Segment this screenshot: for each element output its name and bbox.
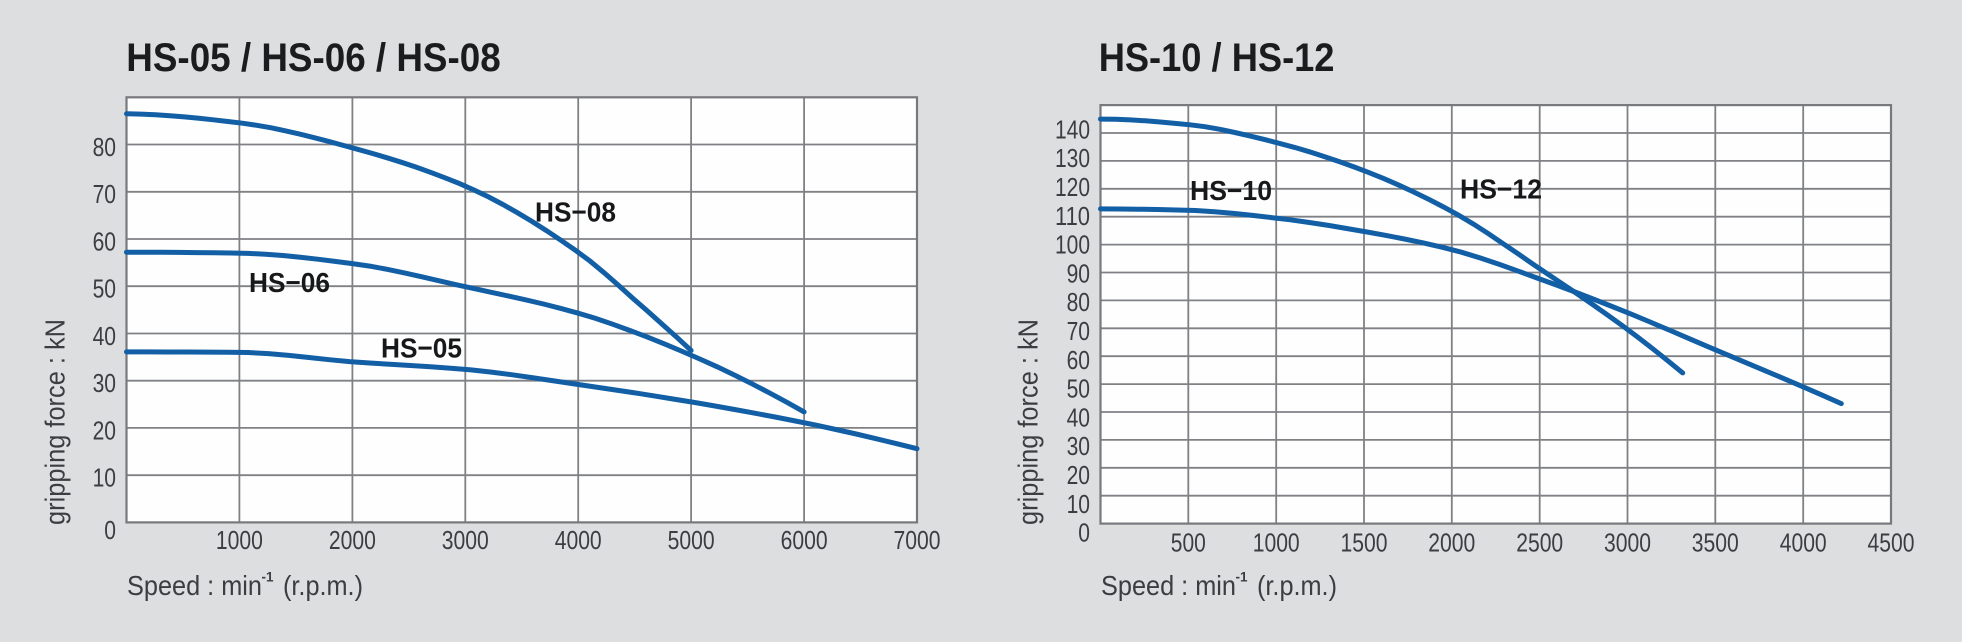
svg-text:30: 30 bbox=[1067, 431, 1090, 461]
svg-text:Speed : min: Speed : min bbox=[1101, 570, 1236, 601]
svg-text:0: 0 bbox=[1078, 518, 1090, 548]
svg-text:3000: 3000 bbox=[442, 525, 489, 555]
svg-text:40: 40 bbox=[93, 321, 116, 351]
svg-text:HS−10: HS−10 bbox=[1190, 175, 1272, 206]
svg-text:70: 70 bbox=[1067, 316, 1090, 346]
svg-text:10: 10 bbox=[1067, 489, 1090, 519]
svg-text:4000: 4000 bbox=[555, 525, 602, 555]
svg-text:2000: 2000 bbox=[1428, 528, 1475, 558]
svg-text:-1: -1 bbox=[1236, 569, 1248, 585]
svg-text:gripping force : kN: gripping force : kN bbox=[39, 319, 70, 525]
svg-text:1000: 1000 bbox=[216, 525, 263, 555]
svg-text:50: 50 bbox=[93, 274, 116, 304]
svg-text:3500: 3500 bbox=[1692, 528, 1739, 558]
svg-text:gripping force : kN: gripping force : kN bbox=[1013, 319, 1044, 525]
svg-text:(r.p.m.): (r.p.m.) bbox=[1257, 570, 1337, 601]
svg-text:6000: 6000 bbox=[781, 525, 828, 555]
svg-text:-1: -1 bbox=[262, 569, 274, 585]
svg-text:30: 30 bbox=[93, 368, 116, 398]
svg-text:140: 140 bbox=[1055, 114, 1090, 144]
svg-text:HS−05: HS−05 bbox=[381, 333, 462, 364]
svg-text:130: 130 bbox=[1055, 143, 1090, 173]
svg-text:20: 20 bbox=[1067, 460, 1090, 490]
svg-text:50: 50 bbox=[1067, 374, 1090, 404]
svg-text:500: 500 bbox=[1171, 528, 1206, 558]
svg-text:90: 90 bbox=[1067, 258, 1090, 288]
svg-text:80: 80 bbox=[1067, 287, 1090, 317]
svg-text:5000: 5000 bbox=[668, 525, 715, 555]
svg-text:HS-10 / HS-12: HS-10 / HS-12 bbox=[1099, 36, 1335, 80]
svg-text:3000: 3000 bbox=[1604, 528, 1651, 558]
svg-text:80: 80 bbox=[93, 132, 116, 162]
svg-text:2000: 2000 bbox=[329, 525, 376, 555]
svg-text:60: 60 bbox=[1067, 345, 1090, 375]
svg-text:HS−08: HS−08 bbox=[535, 197, 616, 228]
svg-text:100: 100 bbox=[1055, 230, 1090, 260]
svg-text:60: 60 bbox=[93, 226, 116, 256]
svg-text:10: 10 bbox=[93, 463, 116, 493]
svg-text:1000: 1000 bbox=[1253, 528, 1300, 558]
svg-text:HS−06: HS−06 bbox=[249, 267, 330, 298]
svg-text:(r.p.m.): (r.p.m.) bbox=[283, 570, 363, 601]
svg-text:120: 120 bbox=[1055, 172, 1090, 202]
svg-text:40: 40 bbox=[1067, 402, 1090, 432]
svg-text:2500: 2500 bbox=[1516, 528, 1563, 558]
svg-text:7000: 7000 bbox=[894, 525, 941, 555]
svg-text:110: 110 bbox=[1055, 201, 1090, 231]
svg-text:0: 0 bbox=[104, 515, 116, 545]
svg-text:70: 70 bbox=[93, 179, 116, 209]
svg-text:HS−12: HS−12 bbox=[1460, 174, 1542, 205]
svg-text:20: 20 bbox=[93, 415, 116, 445]
svg-text:4000: 4000 bbox=[1780, 528, 1827, 558]
svg-text:HS-05 / HS-06 / HS-08: HS-05 / HS-06 / HS-08 bbox=[126, 36, 500, 80]
svg-text:1500: 1500 bbox=[1341, 528, 1388, 558]
svg-text:Speed : min: Speed : min bbox=[127, 570, 262, 601]
svg-text:4500: 4500 bbox=[1868, 528, 1915, 558]
